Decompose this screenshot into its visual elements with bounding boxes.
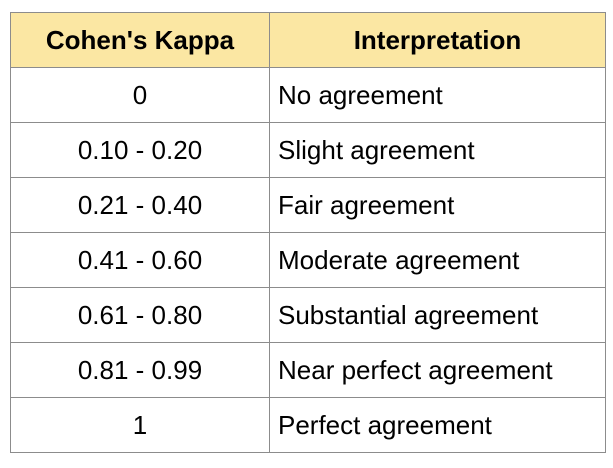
table-header: Cohen's Kappa Interpretation (10, 12, 606, 68)
kappa-value-cell: 1 (10, 397, 270, 453)
table-row: 1 Perfect agreement (10, 397, 606, 453)
header-interpretation: Interpretation (269, 12, 606, 68)
table-row: 0.10 - 0.20 Slight agreement (10, 122, 606, 178)
header-row: Cohen's Kappa Interpretation (10, 12, 606, 68)
interpretation-cell: Perfect agreement (269, 397, 606, 453)
header-cohens-kappa: Cohen's Kappa (10, 12, 270, 68)
table-body: 0 No agreement 0.10 - 0.20 Slight agreem… (10, 67, 606, 453)
kappa-interpretation-table: Cohen's Kappa Interpretation 0 No agreem… (10, 12, 606, 453)
kappa-value-cell: 0.21 - 0.40 (10, 177, 270, 233)
kappa-value-cell: 0.61 - 0.80 (10, 287, 270, 343)
interpretation-cell: Substantial agreement (269, 287, 606, 343)
kappa-value-cell: 0.10 - 0.20 (10, 122, 270, 178)
table-row: 0.41 - 0.60 Moderate agreement (10, 232, 606, 288)
interpretation-cell: No agreement (269, 67, 606, 123)
table-row: 0 No agreement (10, 67, 606, 123)
kappa-value-cell: 0.81 - 0.99 (10, 342, 270, 398)
interpretation-cell: Moderate agreement (269, 232, 606, 288)
kappa-value-cell: 0.41 - 0.60 (10, 232, 270, 288)
table-row: 0.21 - 0.40 Fair agreement (10, 177, 606, 233)
table-row: 0.81 - 0.99 Near perfect agreement (10, 342, 606, 398)
kappa-value-cell: 0 (10, 67, 270, 123)
interpretation-cell: Near perfect agreement (269, 342, 606, 398)
table-row: 0.61 - 0.80 Substantial agreement (10, 287, 606, 343)
interpretation-cell: Slight agreement (269, 122, 606, 178)
interpretation-cell: Fair agreement (269, 177, 606, 233)
